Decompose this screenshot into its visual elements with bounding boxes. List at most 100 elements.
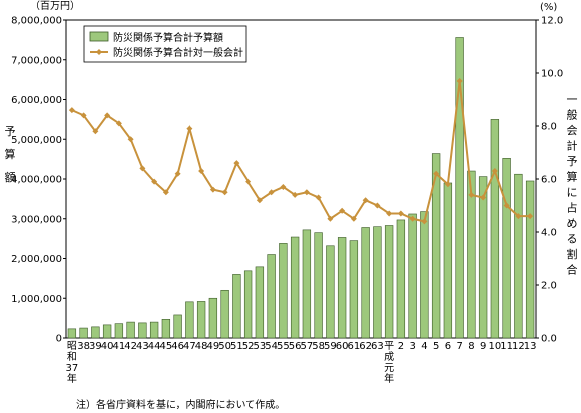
x-tick-label: 42 [124, 341, 137, 352]
legend-line-marker [96, 49, 102, 55]
line-point [397, 210, 404, 217]
line-path [71, 80, 531, 223]
plot-area [65, 19, 537, 339]
x-tick-label: 58 [312, 341, 325, 352]
x-tick-label: 59 [324, 341, 337, 352]
bar [232, 274, 241, 339]
line-point [315, 194, 322, 201]
x-tick-label: 9 [480, 341, 486, 352]
x-tick-label: 52 [242, 341, 255, 352]
x-tick-label: 4 [421, 341, 427, 352]
bar [302, 229, 312, 339]
x-tick-label: 40 [101, 341, 114, 352]
bar [267, 254, 276, 339]
x-tick-label: 13 [524, 341, 537, 352]
x-tick-label: 48 [195, 341, 208, 352]
line-point [327, 215, 334, 222]
x-tick-label: 6 [445, 341, 451, 352]
bar [349, 240, 359, 339]
x-tick-label: 3 [409, 341, 415, 352]
line-point [280, 183, 287, 190]
x-tick-label-char: 37 [66, 363, 79, 374]
right-axis-char: に [567, 186, 578, 199]
bar [102, 324, 112, 339]
bar [326, 245, 335, 339]
x-tick-label: 55 [277, 341, 290, 352]
line-point [209, 186, 216, 193]
bar [67, 328, 77, 339]
bar [114, 323, 124, 339]
bar [478, 176, 488, 339]
x-tick-label: 2 [398, 341, 404, 352]
right-tick-label: 12.0 [541, 16, 563, 27]
bar [185, 301, 194, 339]
left-tick-label: 0 [56, 334, 62, 345]
line-point [503, 202, 510, 209]
x-tick-label: 5 [433, 341, 439, 352]
left-axis-char: 額 [5, 171, 16, 184]
line-point [233, 160, 240, 167]
bar [173, 314, 182, 339]
right-axis-char: め [567, 217, 578, 230]
x-tick-label: 60 [336, 341, 349, 352]
x-tick-label: 12 [512, 341, 525, 352]
bar [490, 119, 500, 339]
x-tick-label: 38 [77, 341, 90, 352]
x-tick-label: 43 [136, 341, 149, 352]
bar [314, 232, 323, 339]
x-tick-label-char: 元 [384, 363, 394, 374]
x-tick-label: 51 [230, 341, 243, 352]
bar [196, 301, 206, 339]
bar [384, 225, 394, 339]
left-tick-label: 3,000,000 [11, 214, 62, 225]
x-tick-label: 54 [265, 341, 278, 352]
bar [373, 226, 382, 339]
right-tick-label: 0.0 [541, 334, 557, 345]
bar [161, 319, 171, 339]
bar [243, 270, 253, 339]
bar [208, 297, 218, 339]
right-unit-label: (%) [540, 2, 557, 13]
x-tick-label: 11 [500, 341, 513, 352]
x-tick-label-char: 昭 [67, 340, 77, 352]
line-point [245, 178, 252, 185]
right-axis-char: 算 [567, 170, 578, 184]
line-point [104, 112, 111, 119]
line-point [268, 189, 275, 196]
line-point [362, 197, 369, 204]
bar [514, 173, 523, 339]
x-tick-label-char: 年 [67, 372, 77, 385]
x-tick-label: 45 [160, 341, 173, 352]
right-axis-char: 般 [567, 109, 578, 122]
bar [396, 219, 406, 339]
line-point [468, 191, 475, 198]
bar [420, 211, 429, 339]
line-point [527, 213, 534, 220]
line-point [386, 210, 393, 217]
left-tick-label: 8,000,000 [11, 16, 62, 27]
line-point [292, 191, 299, 198]
x-tick-label: 47 [183, 341, 196, 352]
left-unit-label: （百万円） [30, 0, 80, 12]
left-axis-char: 予 [5, 125, 16, 138]
line-point [162, 189, 169, 196]
bar [149, 321, 159, 339]
line-point [339, 207, 346, 214]
right-tick-label: 10.0 [541, 69, 563, 80]
line-point [186, 125, 193, 132]
bar [431, 153, 441, 339]
bar [455, 37, 464, 339]
bar [525, 180, 535, 339]
line-point [303, 189, 310, 196]
x-tick-label-char: 成 [384, 351, 394, 363]
line-point [480, 194, 487, 201]
line-point [92, 128, 99, 135]
x-tick-label: 41 [113, 341, 126, 352]
right-axis-char: 計 [567, 139, 578, 153]
left-tick-label: 4,000,000 [11, 175, 62, 186]
x-tick-label-char: 和 [67, 351, 77, 363]
left-tick-label: 5,000,000 [11, 135, 62, 146]
line-point [127, 136, 134, 143]
x-tick-label: 50 [218, 341, 231, 352]
